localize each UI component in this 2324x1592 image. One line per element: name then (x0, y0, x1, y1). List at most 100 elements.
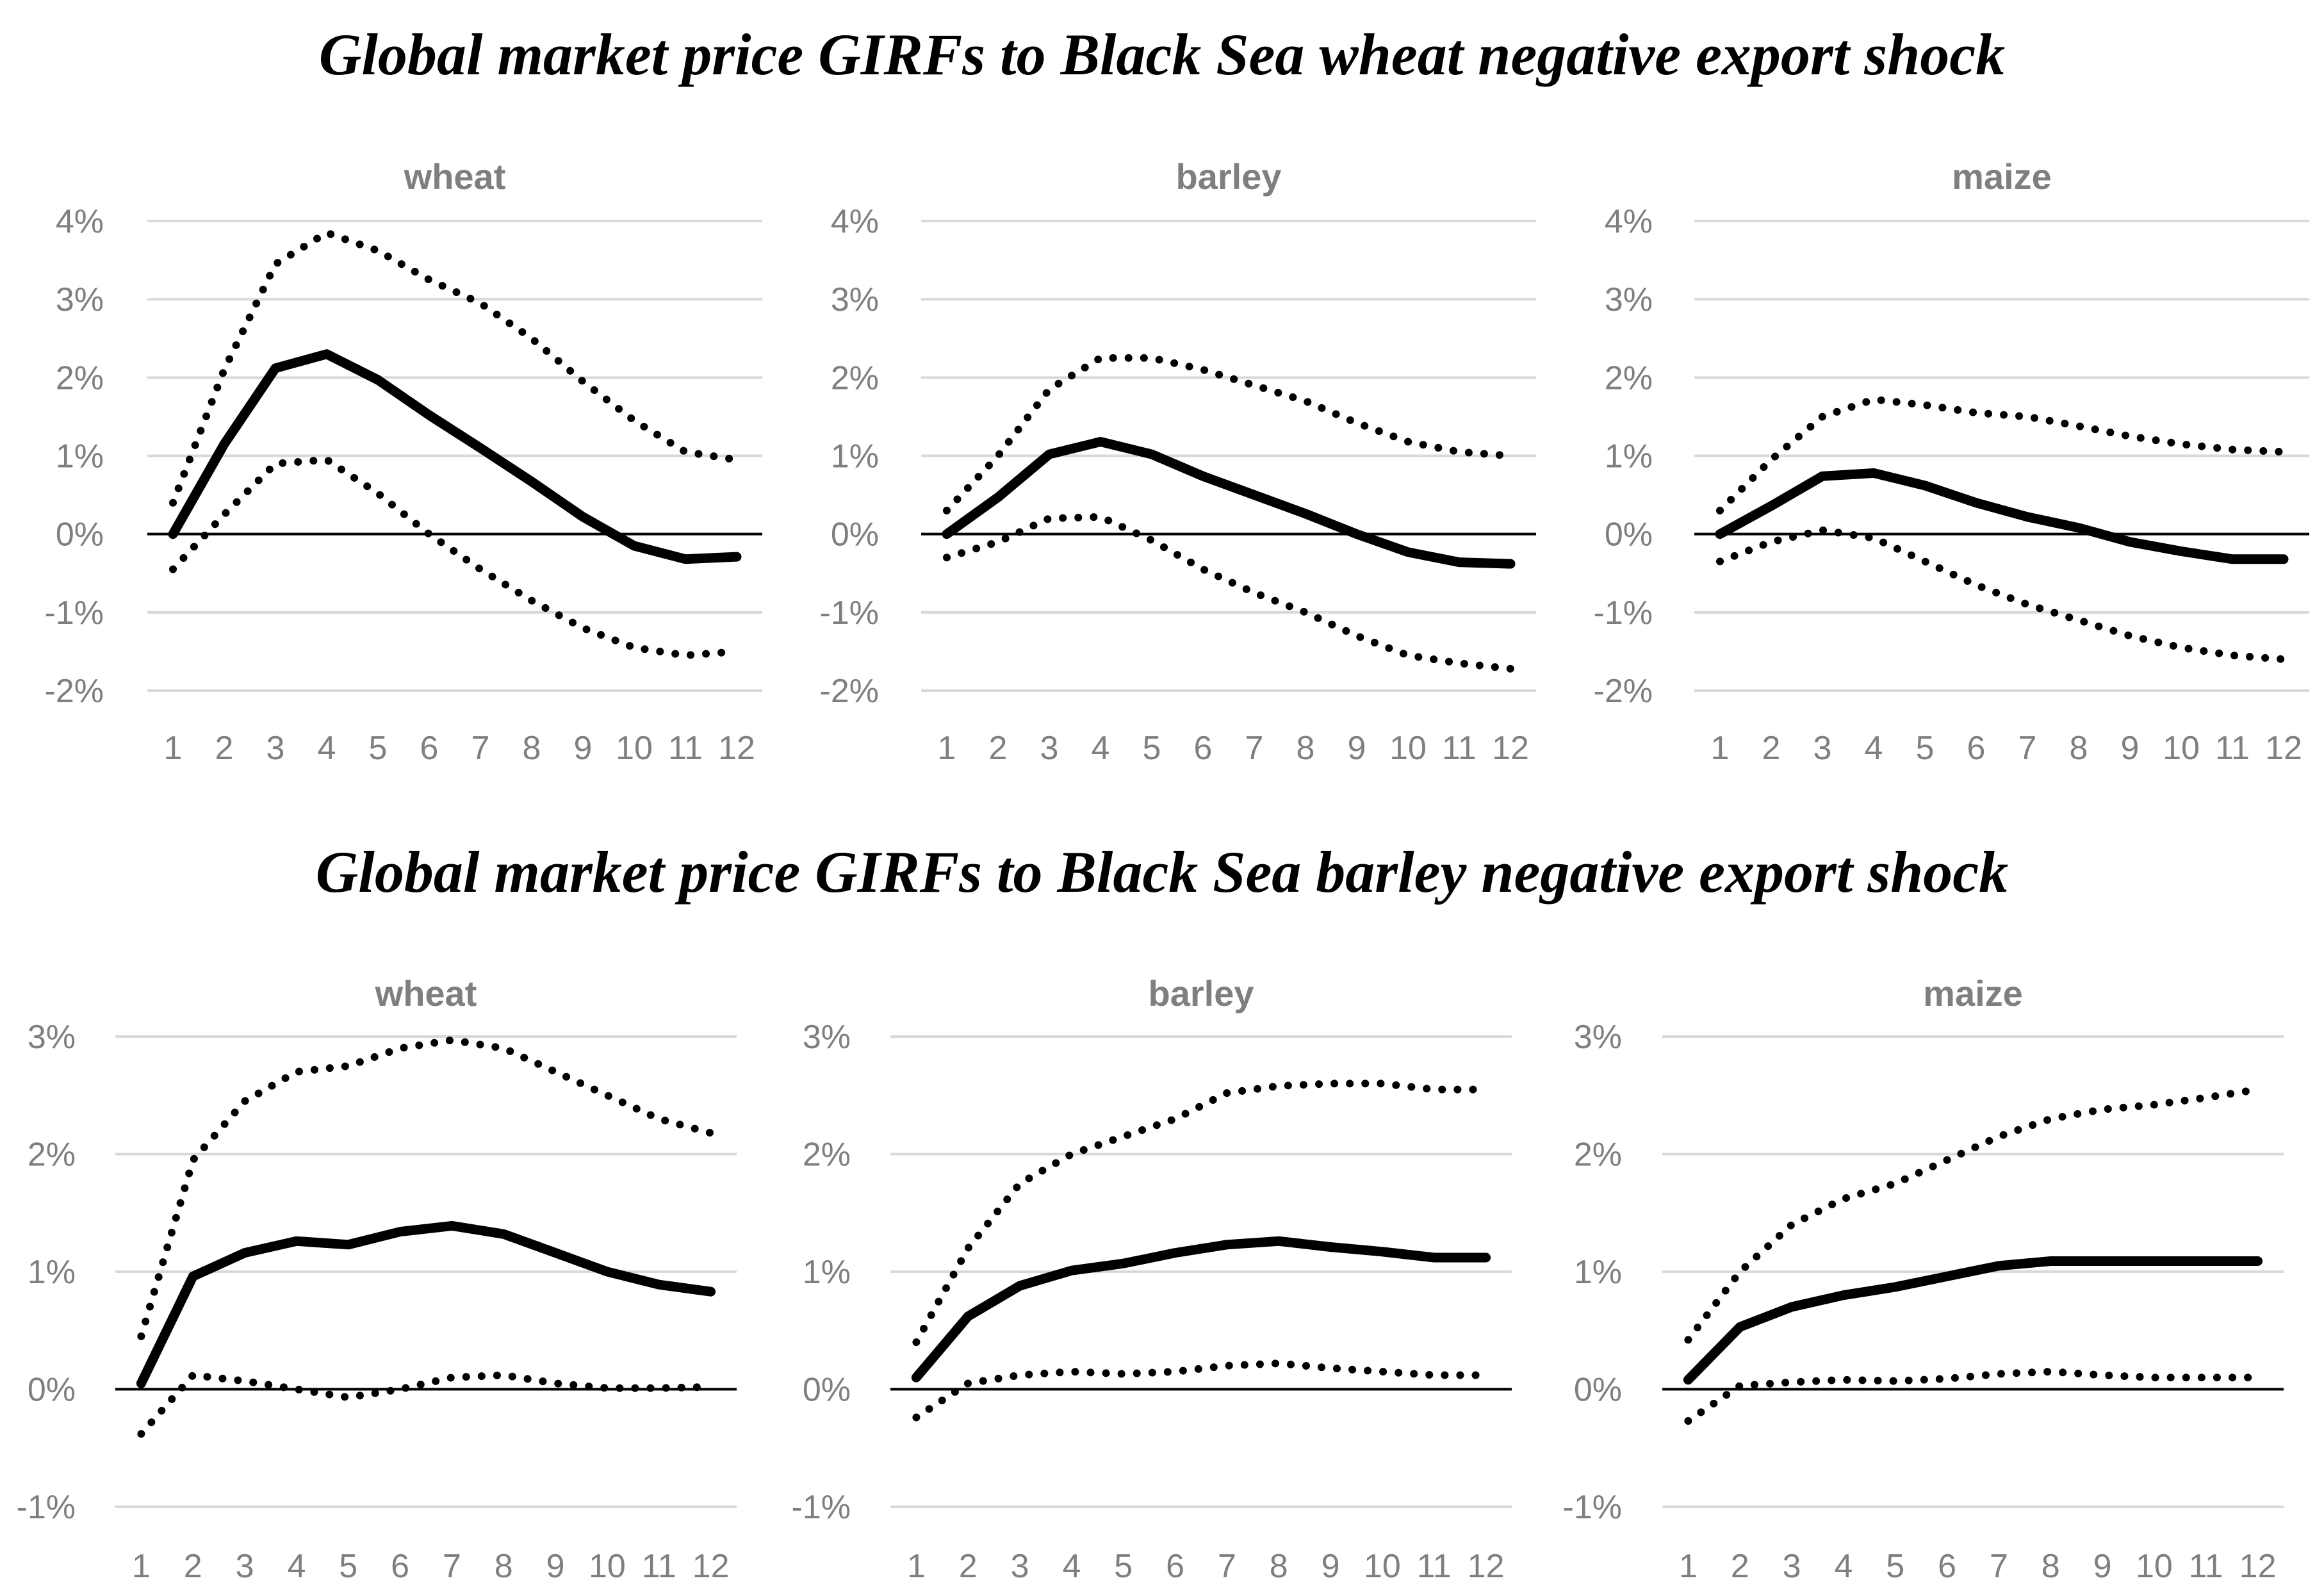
section-title-wheat-shock: Global market price GIRFs to Black Sea w… (0, 21, 2324, 88)
x-tick-label: 11 (2215, 730, 2250, 767)
y-tick-label: 0% (56, 516, 104, 554)
x-tick-label: 2 (1731, 1548, 1749, 1585)
chart-panel-barley-shock-maize: maize-1%0%1%2%3%1 2 3 4 5 6 7 8 9 10 11 12 (1563, 973, 2284, 1585)
x-tick-label: 8 (2042, 1548, 2060, 1585)
x-tick-label: 10 (1364, 1548, 1401, 1585)
lower-bound-line (912, 1359, 1490, 1422)
section-title-barley-shock: Global market price GIRFs to Black Sea b… (0, 838, 2324, 906)
y-tick-label: -2% (1594, 673, 1653, 710)
x-tick-label: 2 (959, 1548, 978, 1585)
x-tick-label: 11 (2189, 1548, 2223, 1585)
x-tick-label: 6 (391, 1548, 409, 1585)
panel-title: maize (1923, 973, 2023, 1013)
panel-title: wheat (404, 156, 506, 197)
y-tick-label: 1% (1574, 1254, 1622, 1291)
title-fragment: Global market price GIRFs to Black Sea (318, 22, 1320, 87)
y-tick-label: 1% (803, 1254, 851, 1291)
y-tick-label: 4% (56, 203, 104, 240)
x-tick-label: 9 (1348, 730, 1366, 767)
x-tick-label: 4 (318, 730, 336, 767)
y-tick-label: 1% (1605, 438, 1653, 475)
y-tick-label: 2% (1574, 1137, 1622, 1174)
x-tick-label: 3 (1813, 730, 1832, 767)
x-tick-label: 9 (574, 730, 593, 767)
y-tick-label: 4% (831, 203, 879, 240)
upper-bound-line (1716, 395, 2287, 514)
girf-line (1715, 468, 2289, 564)
girf-line (942, 437, 1516, 569)
x-tick-label: 2 (989, 730, 1008, 767)
x-tick-label: 11 (668, 730, 703, 767)
lower-bound-line (1684, 1367, 2262, 1425)
x-tick-label: 6 (1967, 730, 1986, 767)
y-tick-label: -1% (17, 1489, 76, 1526)
title-fragment: shock (1849, 22, 2006, 87)
x-tick-label: 3 (266, 730, 285, 767)
x-tick-label: 1 (132, 1548, 151, 1585)
upper-bound-line (912, 1079, 1490, 1347)
x-tick-label: 11 (1417, 1548, 1452, 1585)
girf-line (136, 1220, 716, 1388)
y-tick-label: 3% (831, 281, 879, 318)
girf-line (911, 1236, 1491, 1383)
x-tick-label: 9 (546, 1548, 565, 1585)
y-tick-label: -1% (792, 1489, 851, 1526)
x-tick-label: 3 (1011, 1548, 1029, 1585)
y-tick-label: 1% (56, 438, 104, 475)
x-tick-label: 12 (692, 1548, 730, 1585)
title-fragment: shock (1853, 839, 2009, 905)
x-tick-label: 4 (287, 1548, 306, 1585)
y-tick-label: 2% (803, 1137, 851, 1174)
x-tick-label: 5 (1143, 730, 1161, 767)
panel-title: wheat (375, 973, 477, 1013)
chart-panel-barley-shock-barley: barley-1%0%1%2%3%1 2 3 4 5 6 7 8 9 10 11 12 (792, 973, 1512, 1585)
lower-bound-line (943, 513, 1514, 673)
y-tick-label: 2% (28, 1137, 76, 1174)
x-tick-label: 11 (1442, 730, 1477, 767)
x-tick-label: 4 (1865, 730, 1883, 767)
x-tick-label: 2 (184, 1548, 202, 1585)
x-tick-label: 7 (443, 1548, 461, 1585)
y-tick-label: 0% (831, 516, 879, 554)
x-tick-label: 7 (471, 730, 490, 767)
x-tick-label: 3 (1783, 1548, 1801, 1585)
x-tick-label: 5 (339, 1548, 357, 1585)
y-tick-label: -2% (820, 673, 879, 710)
x-tick-label: 8 (1297, 730, 1315, 767)
y-tick-label: 0% (1605, 516, 1653, 554)
x-tick-label: 5 (1916, 730, 1935, 767)
x-tick-label: 8 (2070, 730, 2088, 767)
x-tick-label: 11 (642, 1548, 676, 1585)
chart-panel-barley-shock-wheat: wheat-1%0%1%2%3%1 2 3 4 5 6 7 8 9 10 11 12 (17, 973, 737, 1585)
x-tick-label: 1 (1711, 730, 1730, 767)
y-tick-label: -2% (45, 673, 104, 710)
y-tick-label: 2% (56, 359, 104, 397)
x-tick-label: 4 (1834, 1548, 1853, 1585)
x-tick-label: 10 (589, 1548, 626, 1585)
x-tick-label: 12 (718, 730, 755, 767)
panel-title: barley (1176, 156, 1282, 197)
x-tick-label: 7 (2018, 730, 2037, 767)
lower-bound-line (169, 455, 741, 660)
x-tick-label: 7 (1245, 730, 1264, 767)
x-tick-label: 1 (938, 730, 956, 767)
x-tick-label: 8 (495, 1548, 513, 1585)
x-tick-label: 5 (369, 730, 388, 767)
y-tick-label: 2% (1605, 359, 1653, 397)
y-tick-label: 3% (28, 1019, 76, 1056)
chart-panel-wheat-shock-wheat: wheat-2%-1%0%1%2%3%4%1 2 3 4 5 6 7 8 9 10 11 12 (45, 156, 762, 767)
x-tick-label: 7 (1218, 1548, 1236, 1585)
girf-line (168, 349, 742, 564)
x-tick-label: 4 (1092, 730, 1110, 767)
x-tick-label: 6 (420, 730, 439, 767)
y-tick-label: -1% (820, 595, 879, 632)
upper-bound-line (137, 1036, 715, 1340)
x-tick-label: 7 (1990, 1548, 2008, 1585)
x-tick-label: 9 (2121, 730, 2140, 767)
x-tick-label: 10 (2136, 1548, 2173, 1585)
x-tick-label: 5 (1886, 1548, 1904, 1585)
x-tick-label: 9 (1322, 1548, 1340, 1585)
x-tick-label: 9 (2093, 1548, 2112, 1585)
panel-title: maize (1952, 156, 2052, 197)
girf-line (1683, 1256, 2263, 1385)
